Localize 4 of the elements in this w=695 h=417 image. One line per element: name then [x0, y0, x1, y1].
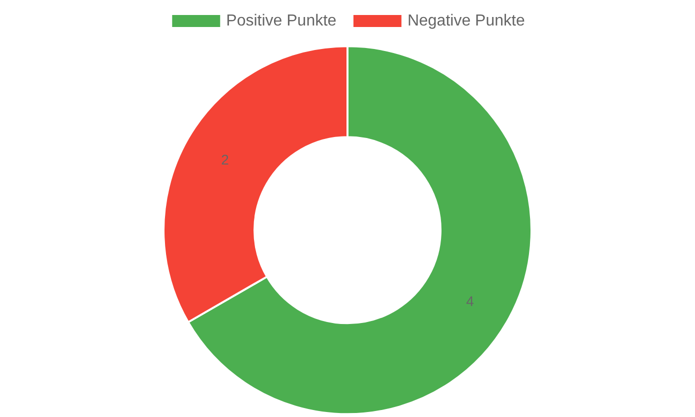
- data-label: 2: [221, 151, 230, 168]
- legend-label: Positive Punkte: [226, 12, 337, 30]
- legend-label: Negative Punkte: [407, 12, 525, 30]
- data-label: 4: [466, 292, 474, 309]
